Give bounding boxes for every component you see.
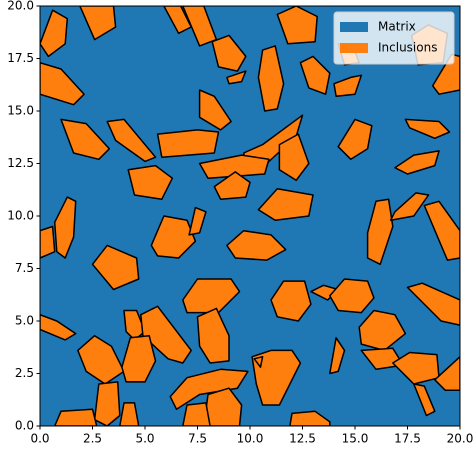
inclusion	[251, 349, 302, 406]
y-tick-label: 17.5	[7, 51, 34, 65]
inclusion	[188, 206, 207, 236]
x-tick-label: 12.5	[289, 432, 316, 446]
x-tick-label: 2.5	[83, 432, 102, 446]
inclusion	[423, 200, 460, 261]
x-tick-label: 10.0	[237, 432, 264, 446]
x-tick-label: 0.0	[30, 432, 49, 446]
y-tick-label: 2.5	[15, 366, 34, 380]
inclusion	[79, 6, 117, 41]
inclusion	[198, 89, 232, 131]
inclusion	[213, 171, 251, 200]
inclusion	[169, 368, 249, 410]
inclusion	[299, 55, 331, 95]
plot-area	[40, 6, 460, 426]
inclusion	[257, 187, 314, 221]
inclusion	[40, 225, 56, 259]
inclusion	[93, 381, 121, 426]
inclusion	[270, 280, 312, 322]
inclusion	[329, 278, 375, 314]
inclusion	[394, 150, 440, 175]
inclusion	[123, 309, 146, 341]
x-tick-label: 20.0	[447, 432, 474, 446]
legend-label: Matrix	[378, 20, 416, 34]
y-tick-label: 15.0	[7, 104, 34, 118]
inclusion	[119, 402, 140, 426]
inclusion	[156, 129, 220, 158]
inclusion	[226, 70, 247, 85]
x-tick-label: 5.0	[135, 432, 154, 446]
inclusion	[434, 355, 460, 392]
inclusion	[40, 313, 77, 341]
inclusion	[182, 278, 241, 314]
inclusion	[289, 410, 331, 426]
legend-label: Inclusions	[378, 41, 437, 55]
inclusion	[198, 154, 270, 179]
inclusion	[392, 351, 440, 385]
x-tick-label: 7.5	[188, 432, 207, 446]
inclusion	[389, 192, 430, 221]
inclusion	[333, 74, 363, 98]
inclusion	[60, 118, 111, 161]
inclusion	[406, 282, 460, 326]
inclusion	[182, 402, 211, 426]
x-tick-label: 17.5	[394, 432, 421, 446]
inclusion	[329, 337, 346, 375]
legend-swatch	[340, 22, 368, 32]
inclusion	[53, 408, 98, 426]
inclusion	[211, 34, 247, 72]
inclusion	[253, 355, 264, 368]
legend-swatch	[340, 43, 368, 53]
y-tick-label: 12.5	[7, 156, 34, 170]
legend: Matrix Inclusions	[333, 11, 455, 65]
inclusion	[404, 118, 451, 140]
x-tick-label: 15.0	[342, 432, 369, 446]
y-tick-label: 0.0	[15, 419, 34, 433]
inclusion	[257, 45, 285, 112]
inclusion	[226, 229, 287, 261]
inclusion	[203, 387, 243, 426]
inclusion	[358, 309, 407, 352]
inclusion	[40, 61, 85, 106]
inclusion	[337, 118, 373, 161]
inclusion	[121, 334, 157, 383]
inclusion	[413, 383, 436, 417]
inclusion	[278, 133, 310, 182]
inclusion	[91, 244, 140, 291]
inclusion	[196, 307, 230, 364]
inclusion	[150, 215, 197, 259]
y-tick-label: 7.5	[15, 261, 34, 275]
y-tick-label: 5.0	[15, 314, 34, 328]
y-tick-label: 10.0	[7, 209, 34, 223]
inclusion	[40, 9, 69, 58]
inclusion	[276, 6, 318, 45]
inclusion	[106, 118, 157, 163]
y-tick-label: 20.0	[7, 0, 34, 13]
inclusion	[366, 198, 394, 266]
inclusion	[127, 164, 174, 200]
axes: 0.0 2.5 5.0 7.5 10.0 12.5 15.0 17.5 20.0 0.0 2.5 5.…	[7, 0, 473, 446]
inclusion	[53, 196, 77, 259]
